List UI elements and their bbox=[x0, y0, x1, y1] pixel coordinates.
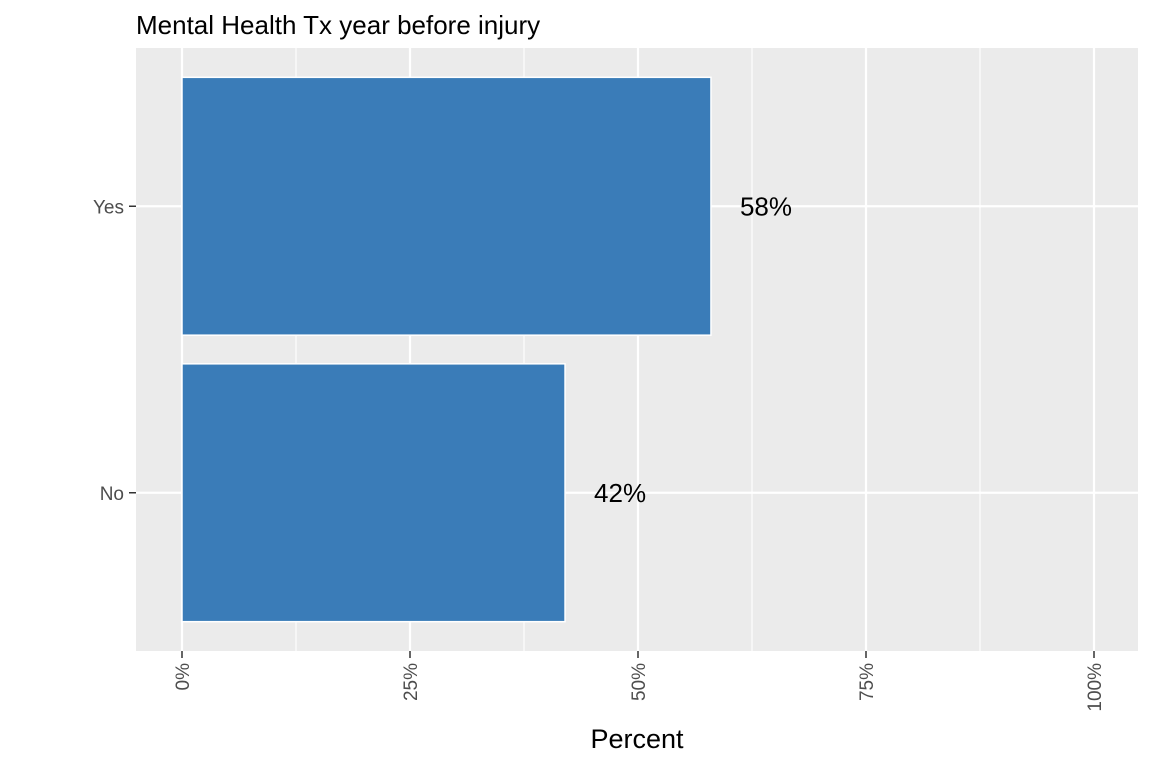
x-axis-title: Percent bbox=[590, 724, 684, 754]
y-tick-label-no: No bbox=[100, 484, 124, 505]
bars bbox=[181, 76, 712, 623]
chart-title: Mental Health Tx year before injury bbox=[136, 10, 540, 40]
bar-yes bbox=[181, 76, 712, 336]
x-tick-label: 0% bbox=[173, 663, 194, 691]
x-tick-label: 50% bbox=[629, 663, 650, 701]
x-axis: 0% 25% 50% 75% 100% bbox=[173, 651, 1106, 712]
y-tick-label-yes: Yes bbox=[93, 197, 124, 218]
x-tick-label: 100% bbox=[1085, 663, 1106, 712]
bar-no bbox=[181, 363, 566, 623]
data-label-yes: 58% bbox=[740, 191, 792, 221]
data-labels: 58% 42% bbox=[594, 191, 792, 508]
x-tick-label: 25% bbox=[401, 663, 422, 701]
y-axis: Yes No bbox=[93, 197, 136, 505]
x-tick-label: 75% bbox=[857, 663, 878, 701]
data-label-no: 42% bbox=[594, 478, 646, 508]
